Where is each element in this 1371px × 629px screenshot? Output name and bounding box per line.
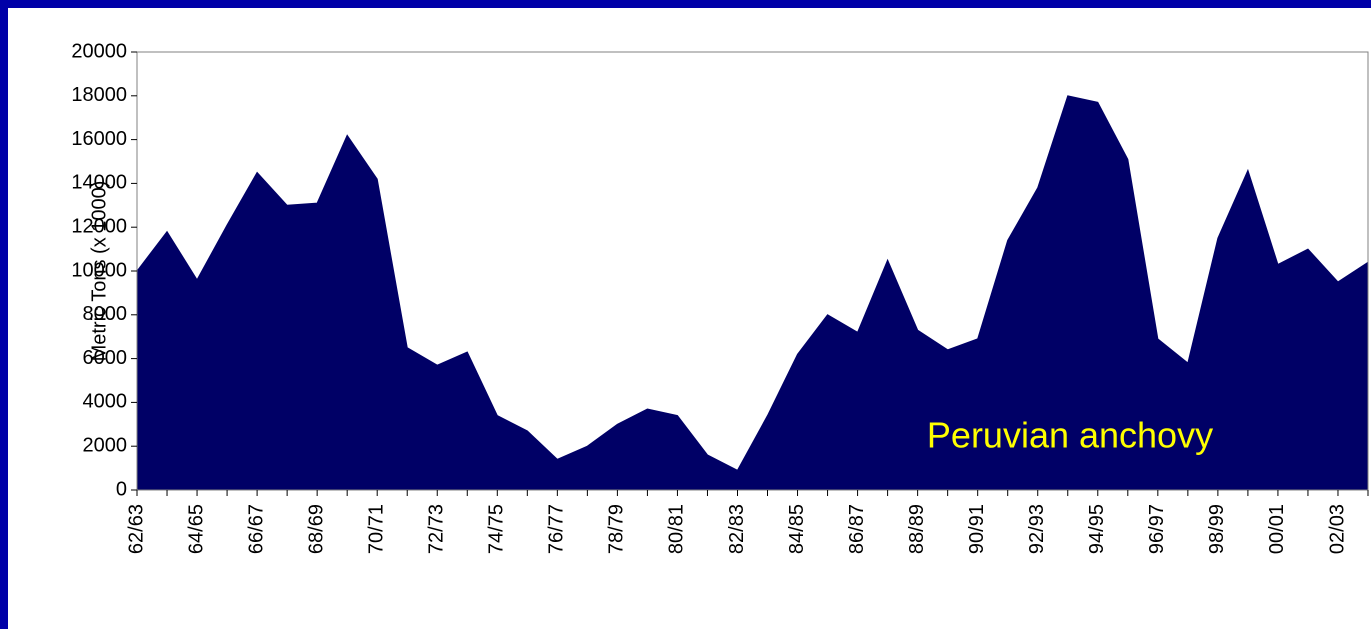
x-tick-label: 70/71 — [365, 504, 387, 554]
y-tick-label: 10000 — [71, 259, 127, 281]
x-tick-label: 72/73 — [426, 504, 448, 554]
y-tick-label: 6000 — [83, 347, 128, 369]
x-tick-label: 64/65 — [185, 504, 207, 554]
x-tick-label: 88/89 — [906, 504, 928, 554]
y-tick-label: 12000 — [71, 215, 127, 237]
y-tick-label: 20000 — [71, 40, 127, 62]
y-tick-label: 2000 — [83, 434, 128, 456]
x-tick-label: 76/77 — [546, 504, 568, 554]
x-tick-label: 02/03 — [1326, 504, 1348, 554]
x-tick-label: 92/93 — [1026, 504, 1048, 554]
x-tick-label: 66/67 — [245, 504, 267, 554]
y-tick-label: 16000 — [71, 128, 127, 150]
area — [136, 95, 1369, 491]
x-tick-label: 78/79 — [606, 504, 628, 554]
x-tick-label: 00/01 — [1266, 504, 1288, 554]
x-tick-label: 90/91 — [966, 504, 988, 554]
x-tick-label: 82/83 — [726, 504, 748, 554]
x-tick-label: 68/69 — [305, 504, 327, 554]
x-tick-label: 74/75 — [486, 504, 508, 554]
y-tick-label: 4000 — [83, 391, 128, 413]
y-axis-label: Metric Tons (x 1000) — [88, 181, 110, 362]
x-tick-label: 94/95 — [1086, 504, 1108, 554]
y-tick-label: 18000 — [71, 84, 127, 106]
y-tick-label: 8000 — [83, 303, 128, 325]
annotation: Peruvian anchovy — [927, 415, 1213, 456]
x-tick-label: 62/63 — [125, 504, 147, 554]
y-tick-label: 0 — [116, 478, 127, 500]
x-tick-label: 98/99 — [1206, 504, 1228, 554]
y-tick-label: 14000 — [71, 172, 127, 194]
x-tick-label: 80/81 — [666, 504, 688, 554]
x-tick-label: 96/97 — [1146, 504, 1168, 554]
x-tick-label: 86/87 — [846, 504, 868, 554]
x-tick-label: 84/85 — [786, 504, 808, 554]
